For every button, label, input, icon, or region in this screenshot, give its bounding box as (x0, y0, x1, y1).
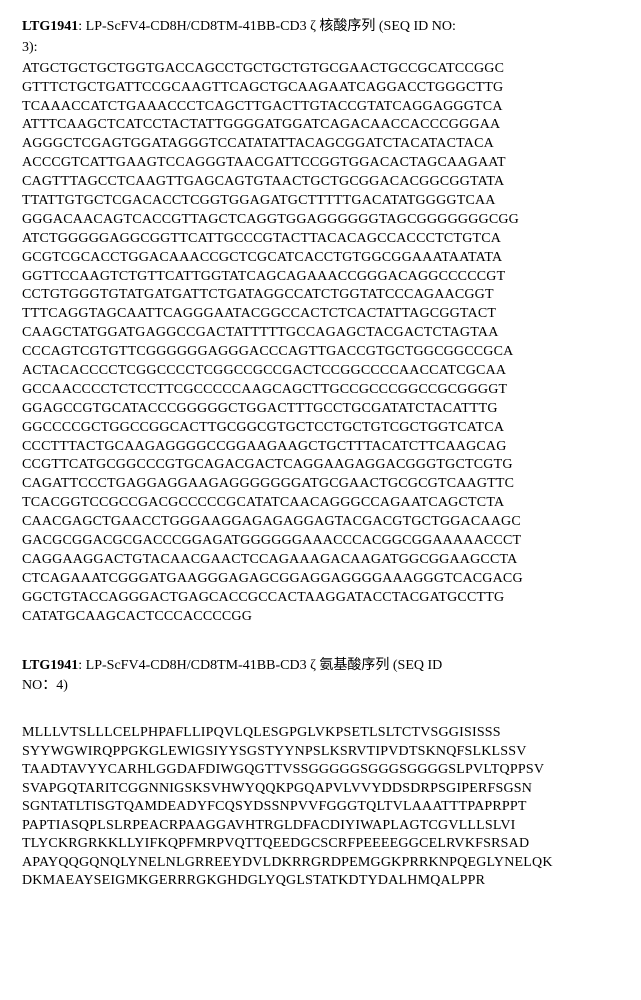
entry1-seqid-line2: 3): (22, 39, 619, 58)
entry1-seqid-open: (SEQ ID NO: (375, 19, 456, 34)
nucleotide-sequence: ATGCTGCTGCTGGTGACCAGCCTGCTGCTGTGCGAACTGC… (22, 60, 619, 627)
entry2-seqid-line2: NO：4) (22, 677, 619, 696)
entry2-construct: LP-ScFV4-CD8H/CD8TM-41BB-CD3 ζ 氨基酸序列 (86, 658, 390, 673)
aminoacid-sequence: MLLLVTSLLLCELPHPAFLLIPQVLQLESGPGLVKPSETL… (22, 724, 619, 890)
entry1-construct: LP-ScFV4-CD8H/CD8TM-41BB-CD3 ζ 核酸序列 (86, 19, 376, 34)
entry1-label: LTG1941 (22, 19, 78, 34)
entry2-seqid-open: (SEQ ID (389, 658, 442, 673)
entry2-label: LTG1941 (22, 658, 78, 673)
nt-header-line1: LTG1941: LP-ScFV4-CD8H/CD8TM-41BB-CD3 ζ … (22, 18, 619, 37)
aminoacid-sequence-block: LTG1941: LP-ScFV4-CD8H/CD8TM-41BB-CD3 ζ … (22, 657, 619, 891)
aa-header: LTG1941: LP-ScFV4-CD8H/CD8TM-41BB-CD3 ζ … (22, 657, 619, 697)
aa-header-line1: LTG1941: LP-ScFV4-CD8H/CD8TM-41BB-CD3 ζ … (22, 657, 619, 676)
entry1-colon: : (78, 19, 85, 34)
nucleotide-sequence-block: LTG1941: LP-ScFV4-CD8H/CD8TM-41BB-CD3 ζ … (22, 18, 619, 627)
entry2-colon: : (78, 658, 85, 673)
